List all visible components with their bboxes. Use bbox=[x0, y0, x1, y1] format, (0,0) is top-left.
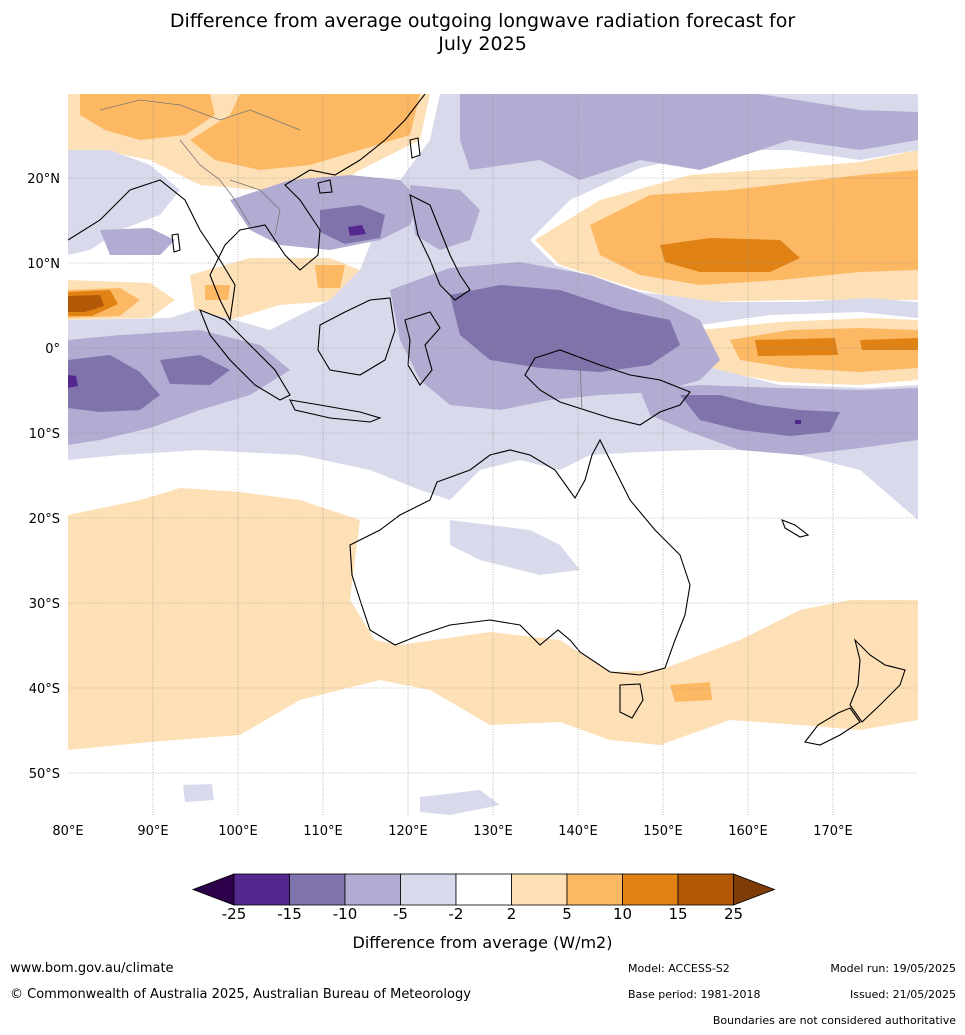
colorbar-tick-label: 15 bbox=[668, 905, 688, 923]
hainan-coastline bbox=[317, 179, 333, 194]
latitude-label: 50°S bbox=[29, 767, 60, 782]
longitude-label: 150°E bbox=[643, 824, 683, 839]
colorbar-bin bbox=[400, 873, 457, 906]
latitude-label: 30°S bbox=[29, 597, 60, 612]
anomaly-minus15-to-minus10 bbox=[68, 205, 840, 436]
colorbar-bin bbox=[289, 873, 346, 906]
longitude-label: 130°E bbox=[473, 824, 513, 839]
longitude-label: 120°E bbox=[388, 824, 428, 839]
colorbar-tick-label: 5 bbox=[562, 905, 572, 923]
sri-lanka-coastline bbox=[171, 233, 181, 253]
colorbar-low-extend bbox=[191, 873, 235, 906]
anomaly-minus25-to-minus15 bbox=[68, 225, 801, 424]
longitude-label: 100°E bbox=[218, 824, 258, 839]
issued-text: Issued: 21/05/2025 bbox=[849, 988, 956, 1001]
latitude-labels: 20°N 10°N 0° 10°S 20°S 30°S 40°S 50°S bbox=[27, 172, 60, 782]
colorbar bbox=[191, 873, 776, 906]
base-period-text: Base period: 1981-2018 bbox=[628, 988, 761, 1001]
colorbar-tick-label: 2 bbox=[506, 905, 517, 923]
model-text: Model: ACCESS-S2 bbox=[628, 962, 730, 975]
colorbar-title: Difference from average (W/m2) bbox=[352, 933, 613, 952]
colorbar-bin bbox=[566, 873, 623, 906]
longitude-label: 140°E bbox=[558, 824, 598, 839]
australia-coastline bbox=[349, 438, 691, 676]
copyright-text: © Commonwealth of Australia 2025, Austra… bbox=[10, 987, 471, 1002]
tasmania-coastline bbox=[619, 683, 644, 719]
new-guinea-coastline bbox=[524, 349, 691, 426]
anomaly-15-to-25 bbox=[68, 295, 104, 312]
colorbar-bin bbox=[233, 873, 290, 906]
java-coastline bbox=[289, 399, 382, 423]
colorbar-tick-label: -25 bbox=[221, 905, 247, 923]
gridlines bbox=[68, 94, 918, 816]
latitude-label: 0° bbox=[45, 342, 60, 357]
latitude-label: 10°S bbox=[29, 427, 60, 442]
title-line-2: July 2025 bbox=[438, 33, 527, 55]
longitude-labels: 80°E 90°E 100°E 110°E 120°E 130°E 140°E 150°E 16… bbox=[52, 824, 852, 839]
title-line-1: Difference from average outgoing longwav… bbox=[169, 10, 796, 32]
new-zealand-south-coastline bbox=[804, 707, 861, 746]
colorbar-tick-label: -10 bbox=[332, 905, 358, 923]
latitude-label: 40°S bbox=[29, 682, 60, 697]
longitude-label: 90°E bbox=[137, 824, 168, 839]
colorbar-bin bbox=[622, 873, 679, 906]
colorbar-tick-label: -5 bbox=[393, 905, 408, 923]
sulawesi-coastline bbox=[404, 311, 441, 386]
colorbar-bin bbox=[677, 873, 734, 906]
taiwan-coastline bbox=[409, 137, 421, 159]
new-zealand-north-coastline bbox=[849, 638, 906, 723]
colorbar-tick-label: 25 bbox=[723, 905, 744, 923]
longitude-label: 170°E bbox=[813, 824, 853, 839]
anomaly-field bbox=[68, 94, 918, 816]
mainland-asia-coastline bbox=[68, 94, 426, 322]
disclaimer-text: Boundaries are not considered authoritat… bbox=[712, 1014, 956, 1027]
model-run-text: Model run: 19/05/2025 bbox=[830, 962, 956, 975]
country-borders bbox=[99, 99, 583, 411]
colorbar-tick-label: -15 bbox=[277, 905, 302, 923]
latitude-label: 10°N bbox=[27, 257, 60, 272]
coastlines bbox=[68, 94, 906, 746]
philippines-coastline bbox=[409, 194, 471, 301]
anomaly-10-to-15 bbox=[68, 238, 918, 356]
colorbar-bin bbox=[344, 873, 401, 906]
map-title: Difference from average outgoing longwav… bbox=[0, 10, 965, 56]
longitude-label: 160°E bbox=[728, 824, 768, 839]
sumatra-coastline bbox=[199, 309, 291, 401]
colorbar-bin bbox=[455, 873, 512, 906]
colorbar-tick-label: 10 bbox=[612, 905, 633, 923]
website-link[interactable]: www.bom.gov.au/climate bbox=[10, 961, 174, 976]
new-caledonia-coastline bbox=[781, 519, 810, 538]
colorbar-high-extend bbox=[733, 873, 776, 906]
latitude-label: 20°N bbox=[27, 172, 60, 187]
colorbar-bin bbox=[511, 873, 568, 906]
longitude-label: 110°E bbox=[303, 824, 343, 839]
colorbar-tick-label: -2 bbox=[448, 905, 464, 923]
latitude-label: 20°S bbox=[29, 512, 60, 527]
longitude-label: 80°E bbox=[52, 824, 83, 839]
borneo-coastline bbox=[317, 297, 396, 376]
